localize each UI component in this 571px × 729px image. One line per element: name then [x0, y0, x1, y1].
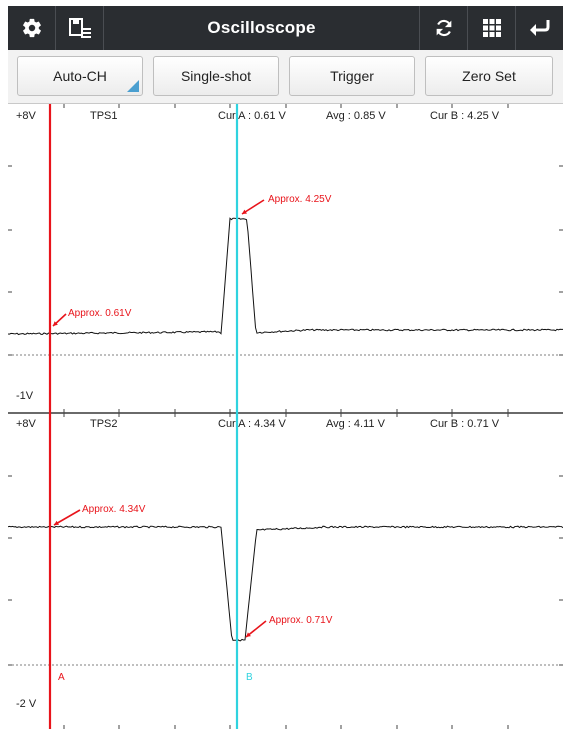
- ch2-cur-a: Cur A : 4.34 V: [218, 418, 286, 430]
- plot-area[interactable]: +8V TPS1 Cur A : 0.61 V Avg : 0.85 V Cur…: [8, 104, 563, 729]
- ch1-y-bottom-label: -1V: [16, 390, 34, 402]
- trigger-label: Trigger: [330, 68, 374, 84]
- ch1-name: TPS1: [90, 110, 118, 122]
- zero-set-label: Zero Set: [462, 68, 516, 84]
- cursor-a-label: A: [58, 672, 65, 683]
- ch2-annotation-b-arrow-head: [246, 632, 251, 637]
- ch1-annotation-a-arrow-head: [53, 321, 58, 326]
- oscilloscope-app: Oscilloscope Auto-CH: [8, 6, 563, 729]
- ch1-annotation-b-arrow-head: [242, 209, 247, 214]
- grid-icon: [482, 19, 501, 37]
- grid-button[interactable]: [467, 6, 515, 50]
- back-icon: [529, 20, 549, 36]
- ch1-cur-b: Cur B : 4.25 V: [430, 110, 500, 122]
- ch2-annotation-a: Approx. 4.34V: [82, 504, 146, 515]
- ch2-annotation-a-arrow-head: [54, 520, 59, 525]
- waveform-canvas[interactable]: [8, 104, 563, 729]
- ch1-annotation-b: Approx. 4.25V: [268, 194, 332, 205]
- ch2-avg: Avg : 4.11 V: [326, 418, 385, 430]
- toolbar: Auto-CH Single-shot Trigger Zero Set: [8, 50, 563, 104]
- save-button[interactable]: [56, 6, 104, 50]
- ch1-avg: Avg : 0.85 V: [326, 110, 386, 122]
- title-bar: Oscilloscope: [8, 6, 563, 50]
- ch1-annotation-a: Approx. 0.61V: [68, 308, 132, 319]
- ch2-y-bottom-label: -2 V: [16, 698, 37, 710]
- single-shot-button[interactable]: Single-shot: [153, 56, 279, 96]
- gear-icon: [22, 18, 41, 38]
- ch1-y-top-label: +8V: [16, 110, 36, 122]
- auto-ch-label: Auto-CH: [53, 68, 107, 84]
- cursor-b-label: B: [246, 672, 253, 683]
- ch2-waveform: [8, 525, 563, 642]
- zero-set-button[interactable]: Zero Set: [425, 56, 553, 96]
- trigger-button[interactable]: Trigger: [289, 56, 415, 96]
- refresh-icon: [436, 19, 451, 37]
- settings-button[interactable]: [8, 6, 56, 50]
- dropdown-corner-icon: [127, 80, 139, 92]
- ch1-cur-a: Cur A : 0.61 V: [218, 110, 286, 122]
- ch2-name: TPS2: [90, 418, 118, 430]
- ch1-waveform: [8, 217, 563, 336]
- ch2-annotation-a-arrow: [53, 509, 81, 526]
- save-list-icon: [68, 18, 91, 38]
- ch2-y-top-label: +8V: [16, 418, 36, 430]
- ch2-cur-b: Cur B : 0.71 V: [430, 418, 500, 430]
- refresh-button[interactable]: [419, 6, 467, 50]
- ch2-annotation-b: Approx. 0.71V: [269, 615, 333, 626]
- single-shot-label: Single-shot: [180, 68, 252, 84]
- window-title: Oscilloscope: [207, 18, 316, 37]
- back-button[interactable]: [515, 6, 563, 50]
- auto-ch-button[interactable]: Auto-CH: [17, 56, 143, 96]
